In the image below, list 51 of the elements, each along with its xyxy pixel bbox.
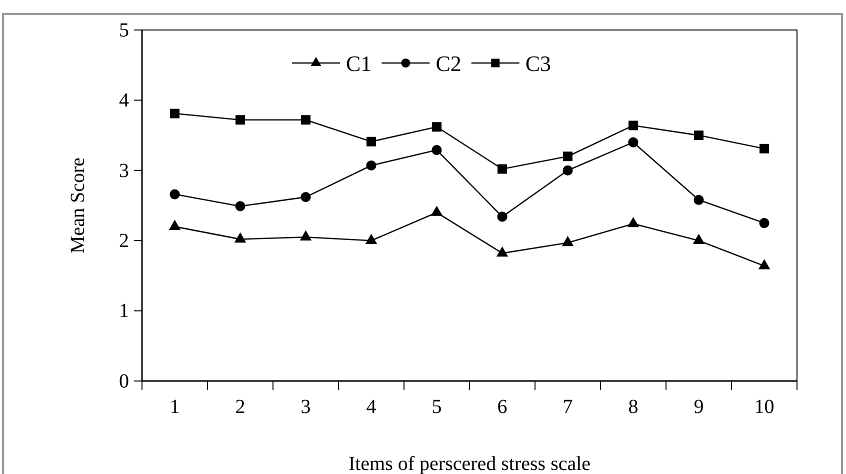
point [563, 152, 572, 162]
point [759, 218, 770, 228]
point [497, 212, 508, 222]
point [758, 259, 770, 270]
x-tick-label: 6 [497, 396, 508, 418]
point [496, 246, 508, 257]
point [760, 144, 769, 154]
x-tick-label: 3 [300, 396, 311, 418]
y-tick-label: 0 [119, 370, 129, 392]
point [366, 136, 376, 146]
legend-label: C1 [346, 51, 372, 76]
point [366, 160, 376, 171]
x-tick-label: 1 [170, 396, 180, 418]
point [627, 216, 640, 228]
point [694, 194, 704, 205]
point [432, 145, 442, 156]
x-tick-label: 5 [432, 396, 442, 418]
x-tick-label: 2 [235, 396, 246, 418]
x-tick-label: 4 [366, 396, 376, 418]
point [235, 201, 246, 212]
y-tick-label: 2 [119, 230, 129, 252]
y-axis-title: Mean Score [67, 157, 89, 254]
x-tick-label: 8 [628, 396, 638, 418]
point [234, 232, 246, 243]
x-tick-label: 7 [562, 396, 573, 418]
point [300, 192, 311, 202]
point [692, 234, 705, 244]
point [694, 130, 704, 140]
x-tick-label: 9 [694, 396, 704, 418]
point [628, 120, 638, 130]
point [430, 206, 443, 216]
x-tick-label: 10 [754, 396, 774, 418]
point [562, 165, 573, 176]
point [170, 189, 180, 200]
point [365, 234, 378, 244]
legend-label: C3 [525, 51, 552, 76]
y-tick-label: 1 [119, 300, 129, 322]
y-tick-label: 4 [119, 90, 129, 112]
point [432, 122, 442, 132]
point [170, 108, 180, 118]
point [301, 115, 310, 125]
point [628, 137, 638, 148]
y-tick-label: 3 [119, 160, 129, 182]
point [168, 220, 181, 230]
point [498, 164, 507, 174]
point [236, 115, 245, 125]
point [562, 236, 574, 246]
x-axis-title: Items of perscered stress scale [348, 453, 591, 474]
legend-label: C2 [436, 51, 462, 76]
point [300, 230, 312, 240]
y-tick-label: 5 [119, 19, 129, 42]
